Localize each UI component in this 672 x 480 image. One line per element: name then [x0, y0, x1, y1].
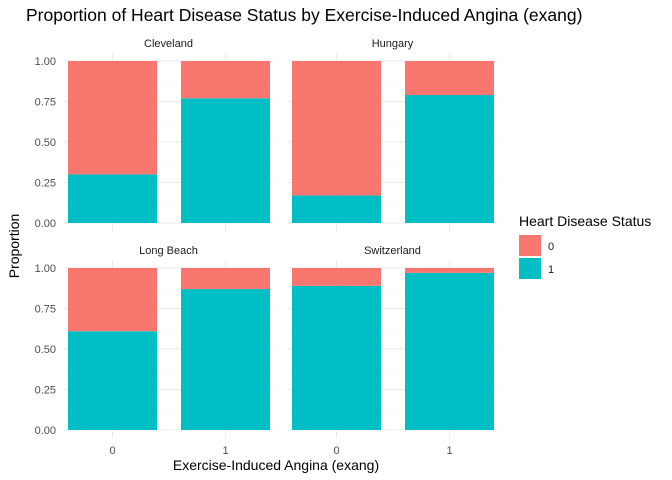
- y-tick-label: 1.00: [35, 263, 56, 275]
- bar-segment-status-1-exang-0: [292, 285, 381, 430]
- x-axis-title: Exercise-Induced Angina (exang): [173, 457, 379, 473]
- y-tick-label: 0.00: [35, 425, 56, 437]
- y-tick-label: 0.25: [35, 178, 56, 190]
- x-tick-label: 1: [446, 445, 452, 457]
- bar-segment-status-1-exang-0: [68, 331, 157, 430]
- y-axis-title: Proportion: [6, 214, 22, 279]
- legend-title: Heart Disease Status: [519, 213, 651, 229]
- x-tick-label: 1: [222, 445, 228, 457]
- bar-segment-status-1-exang-0: [68, 174, 157, 223]
- legend-swatch-1: [519, 258, 541, 279]
- y-tick-label: 0.75: [35, 97, 56, 109]
- bar-segment-status-0-exang-0: [68, 61, 157, 175]
- y-tick-label: 0.00: [35, 218, 56, 230]
- legend: Heart Disease Status 0 1: [519, 213, 651, 279]
- facet-panels: Cleveland 0.00 0.25 0.50 0.75 1.00 Hungary Long…: [35, 38, 497, 457]
- legend-swatch-0: [519, 235, 541, 256]
- y-tick-label: 0.75: [35, 304, 56, 316]
- facet-strip-label: Long Beach: [139, 245, 198, 257]
- bar-segment-status-1-exang-1: [181, 289, 270, 430]
- y-tick-label: 1.00: [35, 56, 56, 68]
- facet-strip-label: Hungary: [372, 38, 414, 50]
- y-tick-label: 0.50: [35, 344, 56, 356]
- facet-strip-label: Switzerland: [364, 245, 421, 257]
- bar-segment-status-1-exang-0: [292, 195, 381, 223]
- bar-segment-status-0-exang-0: [292, 268, 381, 286]
- x-tick-label: 0: [109, 445, 115, 457]
- bar-segment-status-0-exang-1: [181, 61, 270, 99]
- facet-panel-cleveland: Cleveland 0.00 0.25 0.50 0.75 1.00: [35, 38, 273, 231]
- facet-panel-hungary: Hungary: [288, 38, 497, 231]
- bar-segment-status-0-exang-0: [292, 61, 381, 196]
- bar-segment-status-1-exang-1: [405, 272, 494, 430]
- bar-segment-status-1-exang-1: [181, 98, 270, 223]
- bar-segment-status-0-exang-1: [405, 61, 494, 96]
- x-tick-label: 0: [333, 445, 339, 457]
- bar-segment-status-1-exang-1: [405, 95, 494, 223]
- legend-label-0: 0: [548, 241, 554, 253]
- legend-label-1: 1: [548, 264, 554, 276]
- facet-strip-label: Cleveland: [144, 38, 193, 50]
- bar-segment-status-0-exang-0: [68, 268, 157, 332]
- bar-segment-status-0-exang-1: [405, 268, 494, 273]
- facet-panel-long-beach: Long Beach 0.00 0.25 0.50 0.75 1.00 0 1: [35, 245, 273, 457]
- y-tick-label: 0.50: [35, 137, 56, 149]
- bar-segment-status-0-exang-1: [181, 268, 270, 290]
- facet-panel-switzerland: Switzerland 0 1: [288, 245, 497, 457]
- y-tick-label: 0.25: [35, 385, 56, 397]
- chart-title: Proportion of Heart Disease Status by Ex…: [26, 5, 582, 25]
